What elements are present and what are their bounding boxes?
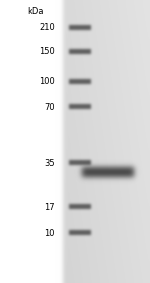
Text: 35: 35 <box>44 158 55 168</box>
Text: 10: 10 <box>45 228 55 237</box>
Text: 150: 150 <box>39 48 55 57</box>
Text: 210: 210 <box>39 23 55 33</box>
Text: 70: 70 <box>44 102 55 112</box>
Text: 100: 100 <box>39 78 55 87</box>
Text: kDa: kDa <box>27 8 44 16</box>
Text: 17: 17 <box>44 203 55 211</box>
